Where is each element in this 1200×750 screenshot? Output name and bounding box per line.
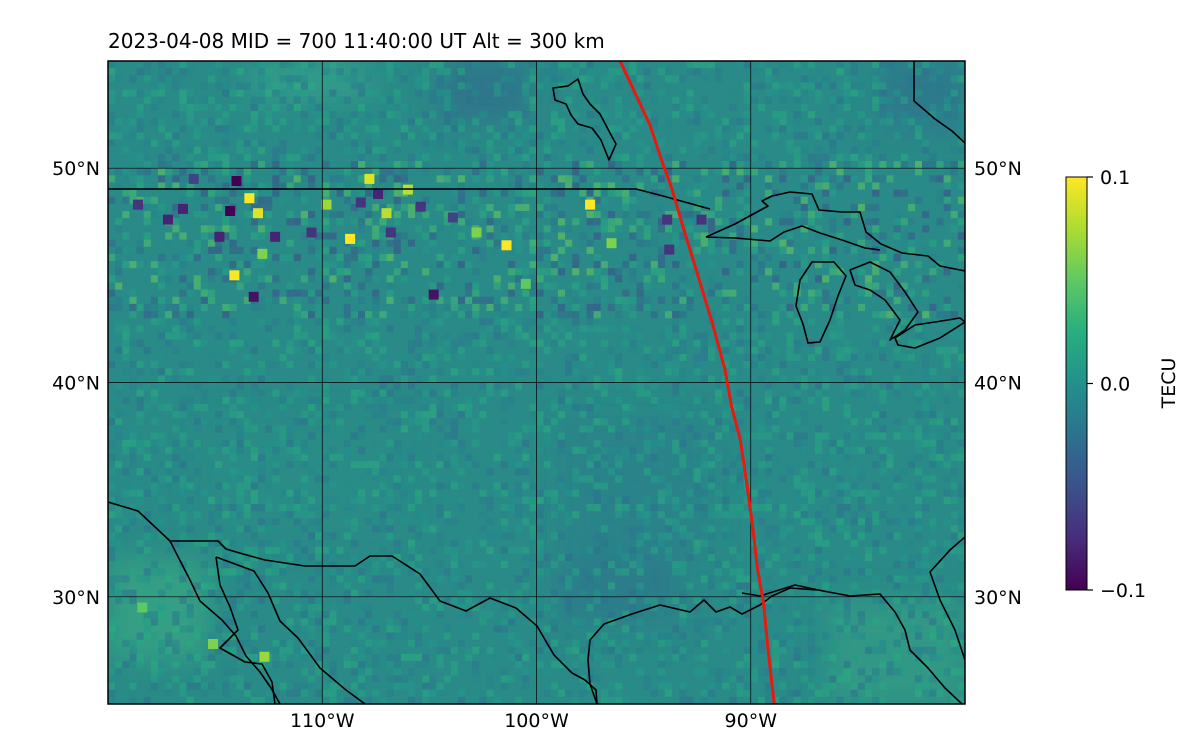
anomaly-cell xyxy=(520,278,531,289)
anomaly-cell xyxy=(447,212,458,223)
anomaly-cell xyxy=(428,289,439,300)
anomaly-cell xyxy=(244,193,255,204)
axis-ticks: 110°W 100°W 90°W 30°N 30°N 40°N 40°N 50°N 50°N xyxy=(52,158,1022,732)
track-line xyxy=(618,61,776,704)
florida-atlantic xyxy=(929,536,965,661)
tec-noise-cells xyxy=(108,61,965,704)
colorbar-label: TECU xyxy=(1158,358,1180,410)
anomaly-cell xyxy=(133,199,143,210)
x-tick-label: 90°W xyxy=(725,710,778,732)
anomaly-cell xyxy=(178,203,188,214)
anomaly-cell xyxy=(306,227,317,238)
anomaly-cell xyxy=(137,602,148,613)
great-lakes-superior xyxy=(705,191,965,272)
anomaly-cell xyxy=(259,651,270,662)
colorbar-ticks: 0.1 0.0 −0.1 xyxy=(1087,167,1146,602)
anomaly-cell xyxy=(664,244,675,255)
anomaly-cell xyxy=(585,199,596,210)
x-tick-label: 110°W xyxy=(290,710,355,732)
colorbar-tick-label: 0.1 xyxy=(1100,167,1130,189)
coastlines-and-borders xyxy=(108,61,965,704)
y-tick-label-right: 40°N xyxy=(974,373,1022,395)
great-lakes-superior-south xyxy=(705,225,881,251)
anomaly-cell xyxy=(501,240,512,251)
y-tick-label-left: 40°N xyxy=(52,373,100,395)
canada-us-border xyxy=(108,188,711,210)
lake-erie-ontario xyxy=(894,317,965,349)
baja-west xyxy=(215,556,276,704)
anomaly-cell xyxy=(364,173,375,184)
gulf-of-california xyxy=(215,556,366,704)
lake-michigan xyxy=(795,261,847,344)
lake-winnipeg xyxy=(552,78,617,161)
mexico-baja-pacific xyxy=(108,501,281,704)
anomaly-cell xyxy=(188,173,199,184)
anomaly-cell xyxy=(355,197,366,208)
y-tick-label-left: 50°N xyxy=(52,158,100,180)
colorbar-tick-label: 0.0 xyxy=(1100,374,1130,396)
anomaly-cell xyxy=(214,231,225,242)
anomaly-cell xyxy=(381,208,392,219)
map-gridlines xyxy=(108,61,965,704)
anomaly-cell xyxy=(606,238,617,249)
colorbar-tick-label: −0.1 xyxy=(1100,580,1146,602)
anomaly-cell xyxy=(163,214,173,225)
anomaly-cell xyxy=(231,176,242,186)
gulf-coast-texas xyxy=(587,587,963,704)
tec-anomaly-cells xyxy=(133,173,707,662)
anomaly-cell xyxy=(253,208,263,219)
gulf-coast-east xyxy=(741,584,819,597)
y-tick-label-right: 50°N xyxy=(974,158,1022,180)
anomaly-cell xyxy=(229,270,240,281)
anomaly-cell xyxy=(373,188,383,199)
lake-huron xyxy=(849,261,919,341)
anomaly-cell xyxy=(662,214,673,225)
y-tick-label-right: 30°N xyxy=(974,587,1022,609)
hudson-bay-shore xyxy=(913,61,965,144)
anomaly-cell xyxy=(696,214,707,225)
y-tick-label-left: 30°N xyxy=(52,587,100,609)
x-tick-label: 100°W xyxy=(504,710,569,732)
anomaly-cell xyxy=(248,291,259,302)
anomaly-cell xyxy=(415,201,426,212)
anomaly-cell xyxy=(208,639,218,649)
map-area xyxy=(108,61,965,704)
anomaly-cell xyxy=(345,233,356,244)
anomaly-cell xyxy=(321,199,332,210)
colorbar-gradient xyxy=(1065,176,1088,591)
map-frame xyxy=(107,60,966,705)
anomaly-cell xyxy=(225,206,236,216)
anomaly-cell xyxy=(257,248,268,259)
anomaly-cell xyxy=(385,227,396,238)
us-mexico-border xyxy=(170,540,598,704)
anomaly-cell xyxy=(270,231,281,242)
anomaly-cell xyxy=(471,227,482,238)
colorbar: 0.1 0.0 −0.1 TECU xyxy=(1065,167,1180,602)
chart-title: 2023-04-08 MID = 700 11:40:00 UT Alt = 3… xyxy=(108,29,605,53)
